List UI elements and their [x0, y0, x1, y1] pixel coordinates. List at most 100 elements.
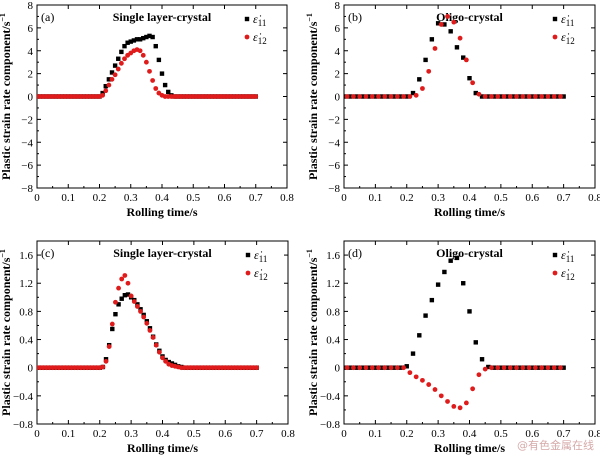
legend: ε̇11ε̇12 [245, 248, 268, 282]
legend-label-11: ε̇11 [561, 248, 574, 264]
data-point [166, 89, 171, 95]
y-tick-label: 0 [28, 363, 34, 375]
x-tick-label: 0.4 [463, 428, 477, 440]
data-point [454, 255, 460, 261]
data-point [360, 94, 366, 99]
x-tick-label: 0.2 [93, 192, 107, 204]
data-point [530, 94, 535, 99]
data-point [501, 94, 507, 99]
y-tick-label: 6 [28, 23, 34, 35]
legend-label-11: ε̇11 [561, 12, 574, 28]
y-tick-label: −8 [328, 183, 340, 195]
data-point [153, 86, 159, 91]
x-axis-label: Rolling time/s [434, 205, 505, 219]
data-point [429, 37, 435, 42]
x-tick-label: 0.3 [431, 192, 445, 204]
data-point [542, 365, 547, 370]
data-point [379, 365, 384, 370]
data-point [423, 57, 428, 63]
data-point [520, 365, 526, 371]
x-tick-label: 0.6 [525, 428, 539, 440]
watermark: @有色金属在线 [517, 439, 594, 452]
legend-label-base: ε̇ [561, 12, 570, 26]
data-point [526, 94, 532, 99]
data-point [103, 88, 109, 94]
legend-label-sub: 11 [566, 254, 575, 264]
data-point [348, 94, 353, 99]
data-point [463, 400, 469, 406]
y-axis-label: Plastic strain rate component/s−1 [305, 249, 320, 416]
legend-label-base: ε̇ [254, 266, 263, 280]
y-tick-label: 1.6 [19, 250, 33, 262]
data-point [536, 365, 541, 370]
data-point [109, 76, 115, 82]
data-point [530, 365, 535, 370]
data-point [116, 56, 121, 61]
data-point [482, 94, 488, 99]
data-point [482, 366, 488, 372]
data-point [445, 399, 450, 404]
data-point [504, 365, 510, 370]
data-point [492, 365, 497, 370]
y-tick-label: −0.8 [13, 419, 33, 431]
y-tick-label: −2 [21, 114, 33, 126]
data-point [113, 299, 118, 305]
data-point [551, 365, 557, 371]
legend-label-sub: 12 [258, 36, 267, 46]
x-tick-label: 0.8 [588, 192, 600, 204]
x-tick-label: 0.1 [61, 192, 75, 204]
x-tick-label: 0.4 [156, 428, 170, 440]
legend-label-base: ε̇ [561, 30, 570, 44]
data-point [106, 82, 112, 88]
y-tick-label: 1.6 [326, 250, 340, 262]
data-point [125, 40, 130, 45]
y-tick-label: −4 [21, 137, 33, 149]
data-point [473, 340, 478, 345]
chart-title: Single layer-crystal [113, 246, 212, 260]
y-tick-label: −4 [328, 137, 340, 149]
data-point [476, 372, 482, 378]
data-point [109, 321, 115, 327]
data-point [116, 302, 121, 307]
legend-label-12: ε̇12 [561, 266, 575, 282]
data-point [113, 312, 118, 317]
panel-label: (d) [348, 246, 362, 260]
legend-label-sub: 11 [258, 18, 267, 28]
y-axis-label-sup: −1 [0, 249, 7, 258]
x-axis-label: Rolling time/s [127, 205, 198, 219]
data-point [451, 404, 457, 409]
series-12 [344, 14, 563, 99]
data-point [122, 56, 127, 62]
data-point [134, 37, 140, 42]
x-tick-label: 0.2 [400, 192, 414, 204]
x-tick-label: 0.8 [588, 428, 600, 440]
data-point [413, 374, 419, 380]
y-tick-label: −8 [21, 183, 33, 195]
data-point [112, 72, 118, 78]
x-tick-label: 0.2 [93, 428, 107, 440]
data-point [366, 94, 372, 99]
data-point [448, 258, 453, 263]
y-tick-label: 0.4 [326, 335, 340, 347]
data-point [501, 365, 507, 371]
data-point [548, 365, 554, 370]
data-point [479, 357, 485, 362]
legend-marker-11 [552, 16, 558, 22]
data-point [486, 94, 491, 99]
x-tick-label: 0.8 [280, 192, 294, 204]
panel-label: (c) [41, 246, 54, 260]
data-point [438, 393, 444, 399]
data-point [536, 94, 541, 99]
data-point [398, 94, 403, 99]
data-point [451, 19, 457, 25]
data-point [141, 314, 147, 320]
data-point [523, 365, 529, 370]
data-point [366, 365, 372, 370]
x-tick-label: 0.7 [557, 428, 571, 440]
x-tick-label: 0.5 [187, 428, 201, 440]
legend-label-11: ε̇11 [253, 12, 266, 28]
data-point [385, 94, 391, 99]
data-point [344, 94, 350, 99]
data-point [423, 313, 428, 318]
